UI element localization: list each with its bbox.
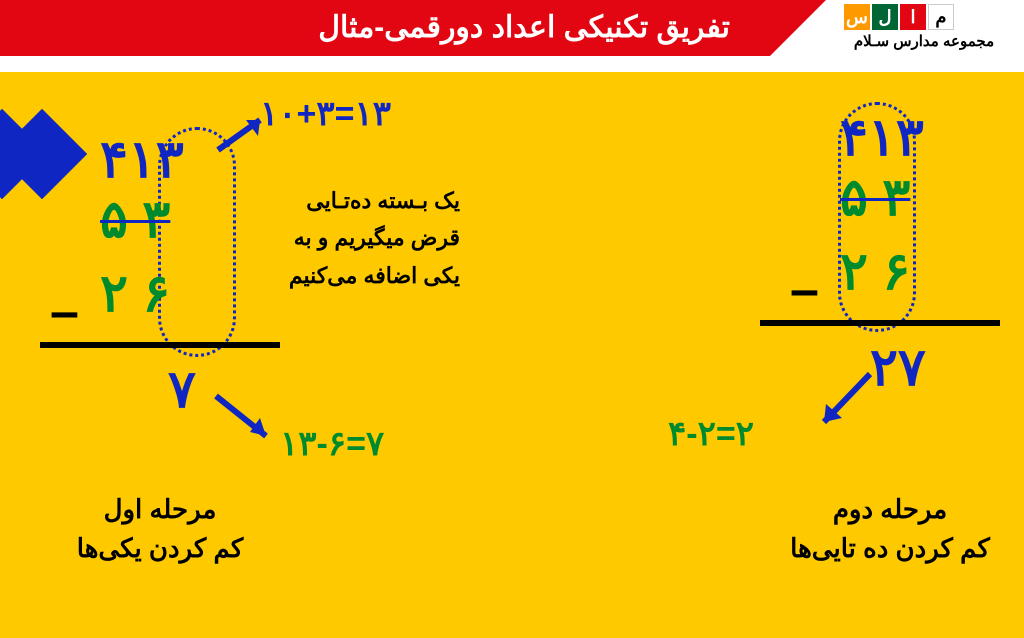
logo-block-3: س <box>844 4 870 30</box>
decor-shape <box>0 102 80 212</box>
left-minus: – <box>50 282 79 342</box>
left-caption-l1: مرحله اول <box>104 494 217 524</box>
page-title: تفریق تکنیکی اعداد دورقمی-مثال <box>0 0 770 56</box>
left-note: یک بـسته ده‌تـایی قرض میگیریم و به یکی ا… <box>270 182 460 294</box>
header: تفریق تکنیکی اعداد دورقمی-مثال م ا ل س م… <box>0 0 1024 72</box>
left-hline <box>40 342 280 348</box>
logo-row: م ا ل س <box>844 4 1004 30</box>
left-top-number: ۵ ۳ <box>100 194 170 246</box>
right-bottom-number: ۲ ۶ <box>840 246 910 298</box>
left-bottom-number: ۲ ۶ <box>100 268 170 320</box>
logo-subtitle: مجموعه مدارس سـلام <box>844 32 1004 50</box>
left-arrow-bottom-icon <box>208 388 288 448</box>
right-caption-l1: مرحله دوم <box>833 494 947 524</box>
right-caption: مرحله دوم کم کردن ده تایی‌ها <box>770 490 1010 568</box>
right-eq: ۴-۲=۲ <box>668 414 754 454</box>
left-caption-l2: کم کردن یکی‌ها <box>77 533 243 563</box>
right-borrow: ۴۱۳ <box>840 112 924 164</box>
right-top-number: ۵ ۳ <box>840 172 910 224</box>
stage: تفریق تکنیکی اعداد دورقمی-مثال م ا ل س م… <box>0 0 1024 638</box>
right-hline <box>760 320 1000 326</box>
left-borrow: ۴۱۳ <box>100 134 184 186</box>
left-result: ۷ <box>168 364 196 416</box>
right-arrow-icon <box>810 368 890 438</box>
left-caption: مرحله اول کم کردن یکی‌ها <box>50 490 270 568</box>
left-arrow-top-icon <box>210 108 280 158</box>
right-minus: – <box>790 260 819 320</box>
canvas: ۴۱۳ ۵ ۳ ۲ ۶ – ۷ ۱۰+۳=۱۳ ۱۳-۶=۷ یک بـسته … <box>0 72 1024 638</box>
logo-block-0: م <box>928 4 954 30</box>
logo: م ا ل س مجموعه مدارس سـلام <box>844 4 1004 50</box>
logo-block-1: ا <box>900 4 926 30</box>
logo-block-2: ل <box>872 4 898 30</box>
right-caption-l2: کم کردن ده تایی‌ها <box>790 533 990 563</box>
left-eq-bottom: ۱۳-۶=۷ <box>280 424 384 464</box>
